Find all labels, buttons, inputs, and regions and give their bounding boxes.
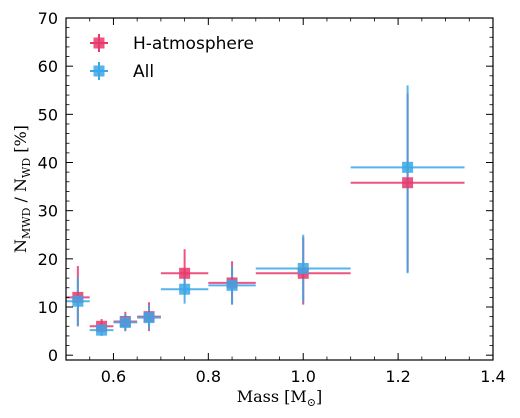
- legend-label: All: [133, 62, 154, 82]
- data-point-marker: [179, 283, 191, 295]
- data-point-marker: [402, 177, 414, 189]
- data-point-marker: [119, 316, 131, 328]
- x-axis-label: Mass [M⊙]: [237, 387, 323, 409]
- data-point-marker: [96, 324, 108, 336]
- y-tick-label: 30: [38, 202, 58, 221]
- legend-swatch-marker: [93, 37, 105, 49]
- y-tick-label: 60: [38, 57, 58, 76]
- y-tick-label: 70: [38, 9, 58, 28]
- x-axis-label-close: ]: [316, 387, 322, 406]
- x-axis-label-subscript: ⊙: [307, 396, 316, 409]
- data-point-marker: [297, 262, 309, 274]
- axis-ticks-group: 0.6 0.8 1.0 1.2 1.4 0 10 20 30 40 50 60 70: [38, 9, 506, 386]
- y-axis-label-sub1: MWD: [20, 207, 33, 239]
- markers-group: [72, 161, 414, 336]
- y-tick-label: 50: [38, 105, 58, 124]
- y-axis-label-sep: / N: [11, 178, 30, 208]
- y-axis-label-n1: N: [11, 239, 30, 253]
- x-axis-label-main: Mass [M: [237, 387, 307, 406]
- data-point-marker: [226, 279, 238, 291]
- legend-swatch-marker: [93, 65, 105, 77]
- y-tick-label: 10: [38, 298, 58, 317]
- x-tick-label: 1.0: [290, 367, 315, 386]
- y-tick-label: 40: [38, 154, 58, 173]
- data-point-marker: [143, 312, 155, 324]
- y-tick-label: 20: [38, 250, 58, 269]
- plot-area-background: [66, 18, 493, 360]
- x-tick-label: 1.4: [480, 367, 505, 386]
- y-tick-label: 0: [48, 346, 58, 365]
- x-tick-label: 0.6: [101, 367, 126, 386]
- x-tick-label: 0.8: [196, 367, 221, 386]
- data-point-marker: [402, 161, 414, 173]
- data-point-marker: [72, 295, 84, 307]
- y-axis-label-unit: [%]: [11, 125, 30, 158]
- y-axis-label: NMWD / NWD [%]: [11, 125, 33, 253]
- x-tick-label: 1.2: [385, 367, 410, 386]
- legend: H-atmosphere All: [90, 34, 254, 82]
- y-axis-label-sub2: WD: [20, 158, 33, 178]
- data-point-marker: [179, 267, 191, 279]
- legend-label: H-atmosphere: [133, 34, 254, 54]
